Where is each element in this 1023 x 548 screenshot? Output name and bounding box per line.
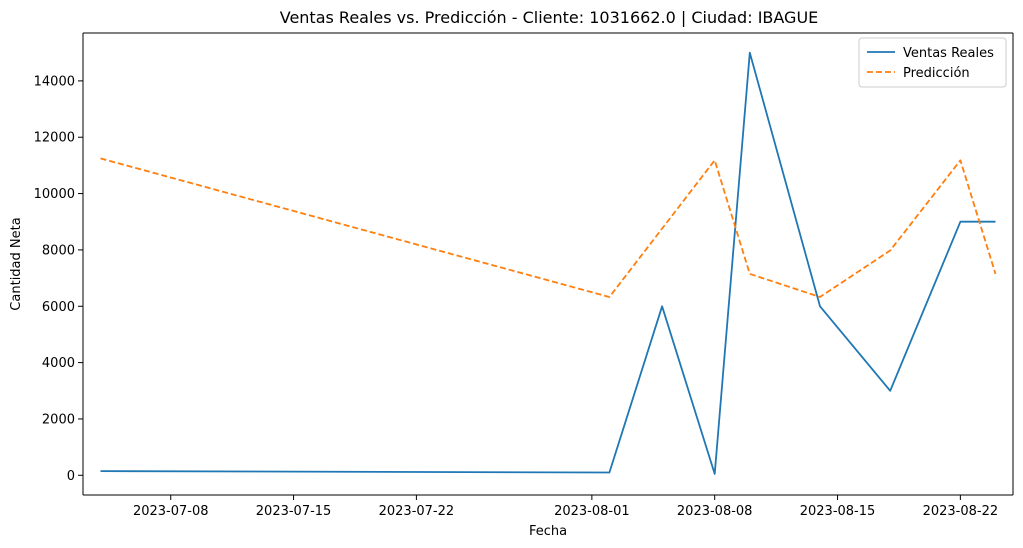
x-tick-label-2: 2023-07-22 [379,504,455,519]
y-axis-title: Cantidad Neta [9,217,24,310]
y-tick-label-2: 4000 [42,356,75,371]
y-tick-label-7: 14000 [34,74,75,89]
y-axis-ticks: 0 2000 4000 6000 8000 10000 12000 14000 [34,74,83,484]
y-tick-label-5: 10000 [34,187,75,202]
x-tick-label-0: 2023-07-08 [133,504,209,519]
x-tick-label-6: 2023-08-22 [923,504,999,519]
x-tick-label-1: 2023-07-15 [256,504,332,519]
series-line-1 [100,157,997,298]
y-tick-label-0: 0 [67,469,75,484]
x-tick-label-3: 2023-08-01 [554,504,630,519]
x-tick-label-5: 2023-08-15 [800,504,876,519]
legend-box [858,37,1007,88]
legend-label-ventas-reales: Ventas Reales [903,46,994,61]
x-tick-label-4: 2023-08-08 [677,504,753,519]
x-axis-title: Fecha [529,524,567,539]
plot-area [83,33,1013,495]
series-line-0 [100,51,996,475]
y-tick-label-6: 12000 [34,131,75,146]
series-layer [100,51,997,475]
y-tick-label-3: 6000 [42,300,75,315]
x-axis-ticks: 2023-07-08 2023-07-15 2023-07-22 2023-08-01… [133,495,998,519]
y-tick-label-1: 2000 [42,412,75,427]
legend: Ventas Reales Predicción [858,37,1007,88]
y-tick-label-4: 8000 [42,243,75,258]
chart-title: Ventas Reales vs. Predicción - Cliente: … [280,8,819,27]
legend-label-prediccion: Predicción [903,66,970,81]
